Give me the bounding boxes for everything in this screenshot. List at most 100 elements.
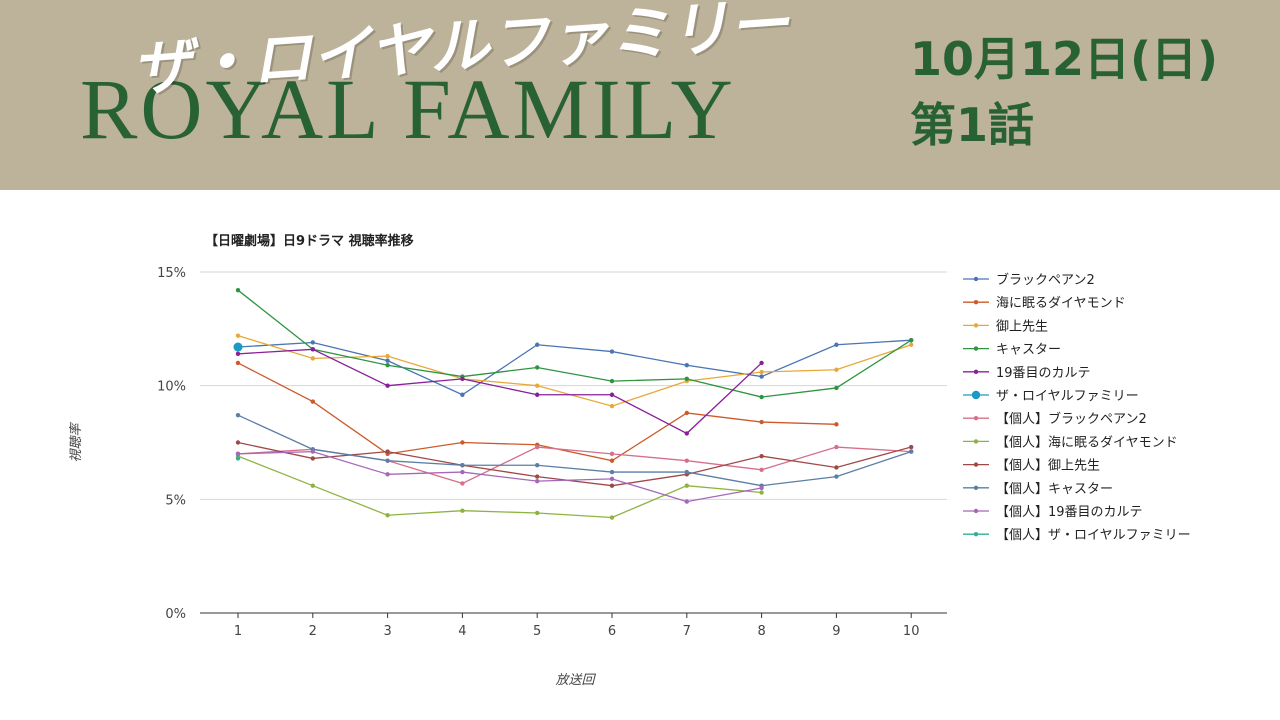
legend-label: 【個人】キャスター (996, 482, 1113, 497)
data-point (909, 342, 914, 347)
legend-label: 【個人】19番目のカルテ (996, 505, 1143, 520)
y-axis-ticks: 0% 5% 10% 15% (157, 266, 186, 622)
legend-item: 【個人】御上先生 (963, 459, 1100, 474)
data-point (909, 338, 914, 343)
data-point (759, 369, 764, 375)
data-point (310, 449, 315, 454)
x-tick-label: 5 (533, 624, 541, 639)
data-point (385, 458, 390, 463)
legend-swatch-marker (973, 276, 979, 282)
data-point (759, 360, 764, 366)
x-tick-label: 10 (903, 624, 920, 639)
data-point (684, 376, 689, 382)
data-point (909, 449, 914, 454)
data-point (759, 485, 764, 491)
series-8 (235, 453, 764, 520)
data-point (609, 403, 615, 409)
series-line (237, 450, 762, 503)
legend-label: 19番目のカルテ (996, 366, 1091, 381)
x-tick-label: 6 (608, 624, 616, 639)
series-2 (235, 360, 839, 463)
legend-swatch-marker (973, 369, 979, 374)
legend-item: 【個人】ブラックペアン2 (963, 411, 1147, 427)
legend-label: ブラックペアン2 (996, 272, 1095, 288)
data-point (460, 463, 465, 468)
y-tick-label: 10% (157, 380, 186, 395)
data-point (535, 392, 540, 397)
y-tick-label: 15% (157, 266, 186, 281)
data-point (385, 472, 390, 477)
data-point (235, 440, 241, 445)
data-point (684, 431, 689, 436)
legend-label: 【個人】ザ・ロイヤルファミリー (996, 528, 1191, 543)
legend-item: ザ・ロイヤルファミリー (963, 389, 1139, 404)
x-tick-label: 9 (832, 624, 840, 639)
show-title-english: ROYAL FAMILY (80, 61, 736, 157)
data-point (535, 444, 540, 450)
data-point (535, 383, 540, 388)
legend-item: 【個人】キャスター (963, 482, 1113, 497)
series-1 (235, 338, 914, 397)
data-point (759, 490, 764, 495)
chart-grid (200, 271, 947, 614)
legend-item: 【個人】19番目のカルテ (963, 505, 1143, 520)
data-point (609, 451, 615, 457)
data-point (535, 474, 540, 479)
data-point (759, 419, 764, 425)
header-banner: ROYAL FAMILY ザ・ロイヤルファミリー 10月12日(日) 第1話 (0, 0, 1280, 190)
data-point (609, 349, 615, 354)
legend-label: 御上先生 (996, 319, 1048, 334)
x-axis-label: 放送回 (555, 673, 596, 688)
data-point (759, 453, 764, 459)
series-5 (235, 347, 764, 436)
x-tick-label: 2 (309, 624, 317, 639)
legend-item: 御上先生 (963, 319, 1048, 334)
data-point (310, 356, 315, 361)
x-tick-label: 8 (757, 624, 765, 639)
series-line (237, 335, 912, 407)
legend-label: 海に眠るダイヤモンド (996, 296, 1126, 311)
data-point (233, 342, 243, 352)
data-point (535, 463, 540, 468)
legend-item: キャスター (963, 343, 1061, 358)
legend-item: 【個人】ザ・ロイヤルファミリー (963, 528, 1191, 543)
data-point (684, 499, 689, 504)
legend-label: ザ・ロイヤルファミリー (996, 389, 1139, 404)
data-point (834, 444, 839, 450)
legend-item: 海に眠るダイヤモンド (963, 296, 1126, 311)
episode-number: 第1話 (910, 98, 1035, 152)
data-point (310, 483, 315, 488)
legend-swatch-marker (973, 485, 979, 490)
y-axis-label: 視聴率 (68, 422, 84, 463)
data-point (535, 342, 540, 347)
legend-item: 【個人】海に眠るダイヤモンド (963, 435, 1178, 450)
broadcast-date: 10月12日(日) (910, 32, 1219, 86)
data-point (235, 360, 241, 366)
data-point (609, 515, 615, 520)
data-point (684, 363, 689, 368)
series-12 (235, 456, 241, 461)
data-point (460, 481, 465, 486)
legend-swatch-marker (973, 323, 979, 328)
legend-label: 【個人】ブラックペアン2 (996, 411, 1147, 427)
data-point (310, 456, 315, 461)
series-4 (235, 287, 914, 400)
legend-swatch-marker (973, 416, 979, 421)
ratings-chart: 【日曜劇場】日9ドラマ 視聴率推移 0% 5% 10% 15% 1 2 3 4 5 6 7 8 9 10… (68, 233, 1191, 688)
data-point (834, 465, 839, 470)
data-point (235, 287, 241, 293)
series-10 (235, 413, 914, 488)
data-point (609, 458, 615, 463)
data-point (235, 451, 241, 457)
data-point (310, 347, 315, 352)
y-tick-label: 5% (165, 493, 186, 508)
data-point (759, 394, 764, 400)
y-tick-label: 0% (165, 607, 186, 622)
legend-swatch-marker (973, 508, 979, 514)
data-point (535, 510, 540, 516)
data-point (909, 444, 914, 450)
x-axis-ticks: 1 2 3 4 5 6 7 8 9 10 (234, 613, 920, 639)
legend-swatch-marker (973, 300, 979, 305)
data-point (385, 358, 390, 363)
legend-swatch-marker (973, 346, 979, 351)
